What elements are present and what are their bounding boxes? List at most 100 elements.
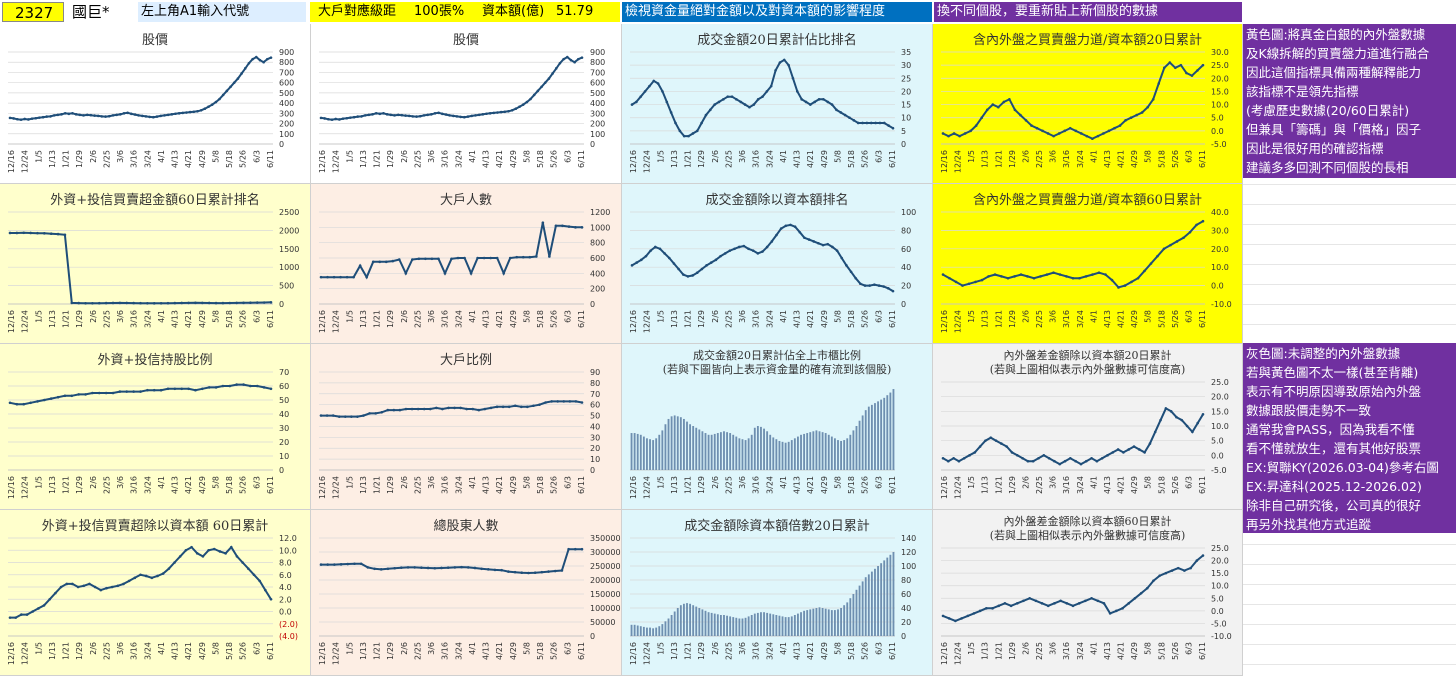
chart-panel-c15[interactable]: 成交金額除資本額倍數20日累計 0 20 40 60 80 100 120 140 12/16 12… bbox=[622, 510, 933, 676]
data-point bbox=[947, 617, 951, 620]
x-tick-label: 2/6 bbox=[711, 476, 720, 489]
data-point bbox=[398, 258, 401, 261]
x-tick-label: 12/16 bbox=[940, 150, 949, 173]
data-point bbox=[843, 113, 847, 117]
chart-panel-c11[interactable]: 成交金額20日累計佔全上市櫃比例 (若與下圖皆向上表示資金量的確有流到該個股) 12… bbox=[622, 344, 933, 510]
data-point bbox=[532, 93, 536, 97]
x-tick-label: 3/24 bbox=[454, 476, 463, 494]
chart-panel-c1[interactable]: 股價 0 100 200 300 400 500 600 700 800 900 12/16 12/24… bbox=[0, 24, 311, 184]
chart-panel-c3[interactable]: 成交金額20日累計佔比排名 0 5 10 15 20 25 30 35 12/16 12/24 1/5… bbox=[622, 24, 933, 184]
chart-panel-c14[interactable]: 總股東人數 0 50000 100000 150000 200000 250000 30000… bbox=[311, 510, 622, 676]
chart-panel-c9[interactable]: 外資+投信持股比例 0 10 20 30 40 50 60 70 12/16 12/24 1/5 1/1… bbox=[0, 344, 311, 510]
data-point bbox=[463, 256, 466, 260]
data-point bbox=[27, 118, 30, 121]
data-point bbox=[1046, 604, 1050, 608]
chart-panel-c7[interactable]: 成交金額除以資本額排名 0 20 40 60 80 100 12/16 12/24 1/5 1/13… bbox=[622, 184, 933, 344]
data-point bbox=[224, 552, 227, 555]
x-tick-label: 5/18 bbox=[1157, 476, 1166, 494]
x-tick-label: 5/8 bbox=[833, 310, 842, 323]
x-tick-label: 4/1 bbox=[779, 310, 788, 323]
x-tick-label: 4/13 bbox=[171, 476, 180, 494]
chart-title: 總股東人數 bbox=[433, 519, 499, 534]
chart-panel-c8[interactable]: 含內外盤之買賣盤力道/資本額60日累計 -10.0 0.0 10.0 20.0 30.0 4… bbox=[933, 184, 1243, 344]
data-point bbox=[459, 406, 462, 410]
x-tick-label: 4/1 bbox=[1089, 310, 1098, 323]
data-point bbox=[1121, 607, 1124, 610]
data-point bbox=[887, 124, 890, 127]
chart-panel-c16[interactable]: 內外盤差金額除以資本額60日累計 (若與上圖相似表示內外盤數據可信度高) -10.0… bbox=[933, 510, 1243, 676]
x-tick-label: 3/24 bbox=[454, 642, 463, 660]
data-point bbox=[1117, 286, 1120, 289]
x-tick-label: 3/16 bbox=[130, 150, 139, 168]
x-tick-label: 5/8 bbox=[522, 310, 531, 323]
data-point bbox=[60, 113, 63, 116]
data-point bbox=[489, 256, 492, 260]
x-tick-label: 12/16 bbox=[940, 476, 949, 499]
data-point bbox=[410, 407, 414, 411]
x-tick-label: 1/13 bbox=[48, 642, 57, 660]
x-tick-label: 12/24 bbox=[954, 150, 963, 173]
data-point bbox=[580, 401, 584, 404]
chart-panel-c5[interactable]: 外資+投信買賣超金額60日累計排名 0 500 1000 1500 2000 2500 12/… bbox=[0, 184, 311, 344]
data-point bbox=[8, 401, 12, 405]
data-point bbox=[813, 100, 816, 104]
chart-panel-c2[interactable]: 股價 0 100 200 300 400 500 600 700 800 900 12/16 12/24… bbox=[311, 24, 622, 184]
chart-panel-c12[interactable]: 內外盤差金額除以資本額20日累計 (若與上圖相似表示內外盤數據可信度高) -5.0 0… bbox=[933, 344, 1243, 510]
x-tick-label: 2/25 bbox=[1035, 150, 1044, 168]
x-tick-label: 1/13 bbox=[48, 310, 57, 328]
bar bbox=[667, 618, 670, 636]
data-point bbox=[453, 406, 456, 410]
bar bbox=[775, 439, 778, 470]
x-tick-label: 12/16 bbox=[7, 476, 16, 499]
data-point bbox=[166, 387, 170, 391]
x-tick-label: 4/13 bbox=[171, 642, 180, 660]
data-point bbox=[1022, 599, 1025, 603]
bar bbox=[883, 397, 886, 470]
y-tick-label: 30 bbox=[590, 433, 600, 442]
data-point bbox=[705, 264, 708, 267]
data-point bbox=[269, 387, 273, 391]
chart-panel-c4[interactable]: 含內外盤之買賣盤力道/資本額20日累計 -5.0 0.0 5.0 10.0 15.0 20.… bbox=[933, 24, 1243, 184]
x-tick-label: 5/8 bbox=[1144, 150, 1153, 163]
data-point bbox=[500, 568, 503, 572]
data-point bbox=[43, 232, 46, 235]
stock-code-cell[interactable]: 2327 bbox=[2, 2, 64, 22]
data-point bbox=[1130, 280, 1133, 284]
data-point bbox=[1195, 223, 1198, 227]
bar bbox=[646, 438, 648, 470]
data-point bbox=[1122, 451, 1125, 454]
chart-panel-c10[interactable]: 大戶比例 0 10 20 30 40 50 60 70 80 90 12/16 12/24 1/5 1/13… bbox=[311, 344, 622, 510]
bar bbox=[701, 609, 704, 636]
x-tick-label: 4/29 bbox=[509, 150, 518, 168]
x-tick-label: 4/13 bbox=[482, 310, 491, 328]
x-tick-label: 1/13 bbox=[48, 476, 57, 494]
data-point bbox=[507, 109, 510, 113]
series-line bbox=[631, 58, 894, 138]
bar bbox=[756, 612, 759, 636]
data-point bbox=[141, 114, 144, 118]
x-tick-label: 12/24 bbox=[332, 642, 341, 665]
chart-panel-c6[interactable]: 大戶人數 0 200 400 600 800 1000 1200 12/16 12/24 1/5 1/… bbox=[311, 184, 622, 344]
data-point bbox=[994, 439, 998, 442]
data-point bbox=[985, 108, 989, 112]
yellow-chart-note: 黃色圖:將真金白銀的內外盤數據 及K線拆解的買賣盤力道進行融合 因此這個指標具備… bbox=[1243, 24, 1456, 178]
x-tick-label: 3/16 bbox=[1062, 476, 1071, 494]
data-point bbox=[332, 275, 336, 279]
x-tick-label: 6/3 bbox=[563, 476, 572, 489]
bar bbox=[784, 617, 787, 636]
y-tick-label: 20.0 bbox=[1211, 393, 1229, 402]
bar bbox=[689, 424, 692, 470]
x-tick-label: 4/29 bbox=[1130, 150, 1139, 168]
bar bbox=[864, 410, 867, 470]
data-point bbox=[319, 275, 323, 279]
bar bbox=[800, 434, 802, 470]
data-point bbox=[987, 275, 990, 278]
bar bbox=[738, 438, 741, 470]
y-tick-label: 500 bbox=[279, 89, 294, 98]
data-point bbox=[525, 100, 529, 104]
x-tick-label: 4/13 bbox=[482, 150, 491, 168]
chart-panel-c13[interactable]: 外資+投信買賣超除以資本額 60日累計 (4.0) (2.0) 0.0 2.0 4.0 6.… bbox=[0, 510, 311, 676]
bar bbox=[744, 617, 747, 636]
data-point bbox=[368, 412, 371, 415]
bar bbox=[818, 431, 821, 470]
